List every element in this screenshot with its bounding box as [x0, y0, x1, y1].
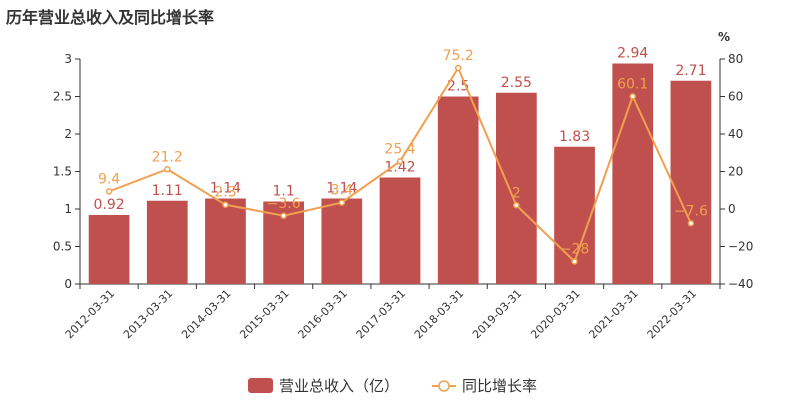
- chart-title: 历年营业总收入及同比增长率: [6, 8, 215, 27]
- revenue-bar-label: 1.83: [559, 129, 590, 145]
- x-tick-label: 2022-03-31: [645, 287, 699, 341]
- revenue-bar-label: 1.14: [326, 181, 357, 197]
- x-tick-label: 2015-03-31: [237, 287, 291, 341]
- revenue-bar-label: 1.14: [210, 181, 241, 197]
- revenue-bar-label: 1.11: [152, 183, 183, 199]
- x-tick-label: 2013-03-31: [121, 287, 175, 341]
- y-left-tick-label: 3: [64, 52, 72, 66]
- y-right-unit: %: [718, 30, 730, 44]
- growth-rate-label: 25.4: [384, 141, 415, 157]
- y-left-tick-label: 1: [64, 202, 72, 216]
- y-right-tick-label: 60: [728, 90, 743, 104]
- growth-rate-label: 2: [512, 185, 521, 201]
- y-right-tick-label: 0: [728, 202, 736, 216]
- revenue-bar: [88, 215, 130, 284]
- revenue-bar-label: 1.42: [384, 160, 415, 176]
- growth-rate-point: [571, 258, 578, 265]
- growth-rate-label: 21.2: [152, 149, 183, 165]
- growth-rate-label: −28: [560, 242, 590, 258]
- y-right-tick-label: 80: [728, 52, 743, 66]
- revenue-bar-label: 2.55: [501, 75, 532, 91]
- growth-rate-point: [687, 220, 695, 227]
- growth-rate-point: [454, 64, 462, 72]
- y-left-tick-label: 0: [64, 277, 72, 291]
- revenue-bar-label: 2.94: [617, 46, 648, 62]
- growth-rate-label: 3.4: [331, 183, 353, 199]
- y-left-tick-label: 1.5: [53, 165, 72, 179]
- y-right-tick-label: −20: [728, 240, 753, 254]
- growth-rate-label: −3.6: [267, 196, 301, 212]
- legend-revenue-swatch: [248, 378, 273, 393]
- growth-rate-point: [629, 93, 636, 100]
- revenue-bar: [146, 200, 188, 284]
- legend-growth-label: 同比增长率: [462, 377, 537, 395]
- growth-rate-point: [164, 166, 171, 173]
- growth-rate-point: [280, 212, 287, 219]
- x-tick-label: 2018-03-31: [412, 287, 466, 341]
- revenue-bar-label: 0.92: [94, 197, 125, 213]
- y-right-tick-label: 20: [728, 165, 743, 179]
- y-right-tick-label: −40: [728, 277, 753, 291]
- legend-revenue-label: 营业总收入（亿）: [279, 377, 399, 395]
- x-tick-label: 2012-03-31: [63, 287, 117, 341]
- growth-rate-point: [513, 202, 520, 209]
- x-tick-label: 2019-03-31: [470, 287, 524, 341]
- revenue-bar: [670, 80, 712, 284]
- y-right-tick-label: 40: [728, 127, 743, 141]
- revenue-bar: [437, 96, 479, 284]
- revenue-bar: [379, 177, 421, 284]
- revenue-bar: [205, 198, 246, 284]
- growth-rate-label: 75.2: [443, 48, 474, 64]
- growth-rate-point: [105, 188, 113, 195]
- growth-rate-point: [396, 158, 404, 165]
- growth-rate-point: [338, 199, 346, 206]
- growth-rate-label: 60.1: [617, 76, 648, 92]
- revenue-bar-label: 1.1: [273, 184, 295, 200]
- growth-rate-point: [222, 201, 229, 208]
- growth-rate-label: 9.4: [98, 171, 120, 187]
- x-tick-label: 2017-03-31: [354, 287, 408, 341]
- x-tick-label: 2016-03-31: [296, 287, 350, 341]
- x-tick-label: 2021-03-31: [586, 287, 640, 341]
- y-left-tick-label: 0.5: [53, 240, 72, 254]
- revenue-bar-label: 2.71: [675, 63, 706, 79]
- revenue-bar: [321, 198, 363, 284]
- growth-rate-label: 2.3: [214, 185, 236, 201]
- legend-growth-marker: [438, 380, 450, 392]
- y-left-tick-label: 2.5: [53, 90, 72, 104]
- revenue-bar: [612, 63, 654, 284]
- y-left-tick-label: 2: [64, 127, 72, 141]
- revenue-bar: [496, 92, 537, 284]
- x-tick-label: 2014-03-31: [179, 287, 233, 341]
- growth-rate-label: −7.6: [674, 203, 708, 219]
- x-tick-label: 2020-03-31: [528, 287, 582, 341]
